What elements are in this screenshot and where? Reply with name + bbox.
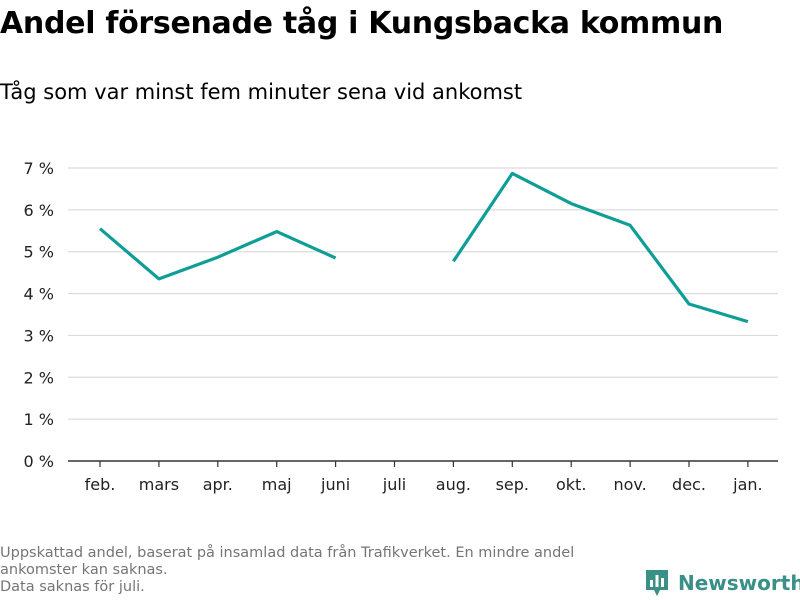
x-tick-label: juni	[320, 475, 350, 494]
x-tick-label: jan.	[732, 475, 762, 494]
bar-chart-icon	[646, 570, 668, 596]
y-tick-label: 6 %	[24, 201, 54, 220]
chart-title: Andel försenade tåg i Kungsbacka kommun	[0, 6, 724, 41]
y-tick-label: 7 %	[24, 159, 54, 178]
brand-name: Newsworthy	[678, 571, 800, 595]
brand-logo: Newsworthy	[644, 568, 800, 598]
footnote-source: Uppskattad andel, baserat på insamlad da…	[0, 545, 575, 578]
chart-subtitle: Tåg som var minst fem minuter sena vid a…	[0, 80, 523, 104]
line-chart: 0 % 1 % 2 % 3 % 4 % 5 % 6 % 7 % feb. mars apr. maj j…	[24, 159, 778, 494]
series-line-segment	[452, 171, 749, 324]
x-tick-label: aug.	[436, 475, 471, 494]
x-tick-label: dec.	[672, 475, 706, 494]
series-line-segment	[98, 227, 337, 281]
x-tick-label: sep.	[496, 475, 529, 494]
footnotes: Uppskattad andel, baserat på insamlad da…	[0, 545, 640, 596]
y-tick-label: 2 %	[24, 368, 54, 387]
x-tick-label: apr.	[203, 475, 233, 494]
x-tick-label: juli	[382, 475, 406, 494]
x-tick-label: mars	[139, 475, 179, 494]
x-tick-label: maj	[262, 475, 292, 494]
y-tick-label: 5 %	[24, 243, 54, 262]
x-tick-label: nov.	[613, 475, 646, 494]
x-tick-label: feb.	[85, 475, 116, 494]
y-tick-label: 4 %	[24, 285, 54, 304]
y-tick-label: 0 %	[24, 452, 54, 471]
footnote-missing-data: Data saknas för juli.	[0, 579, 145, 595]
x-tick-label: okt.	[556, 475, 586, 494]
y-tick-label: 3 %	[24, 326, 54, 345]
y-tick-label: 1 %	[24, 410, 54, 429]
